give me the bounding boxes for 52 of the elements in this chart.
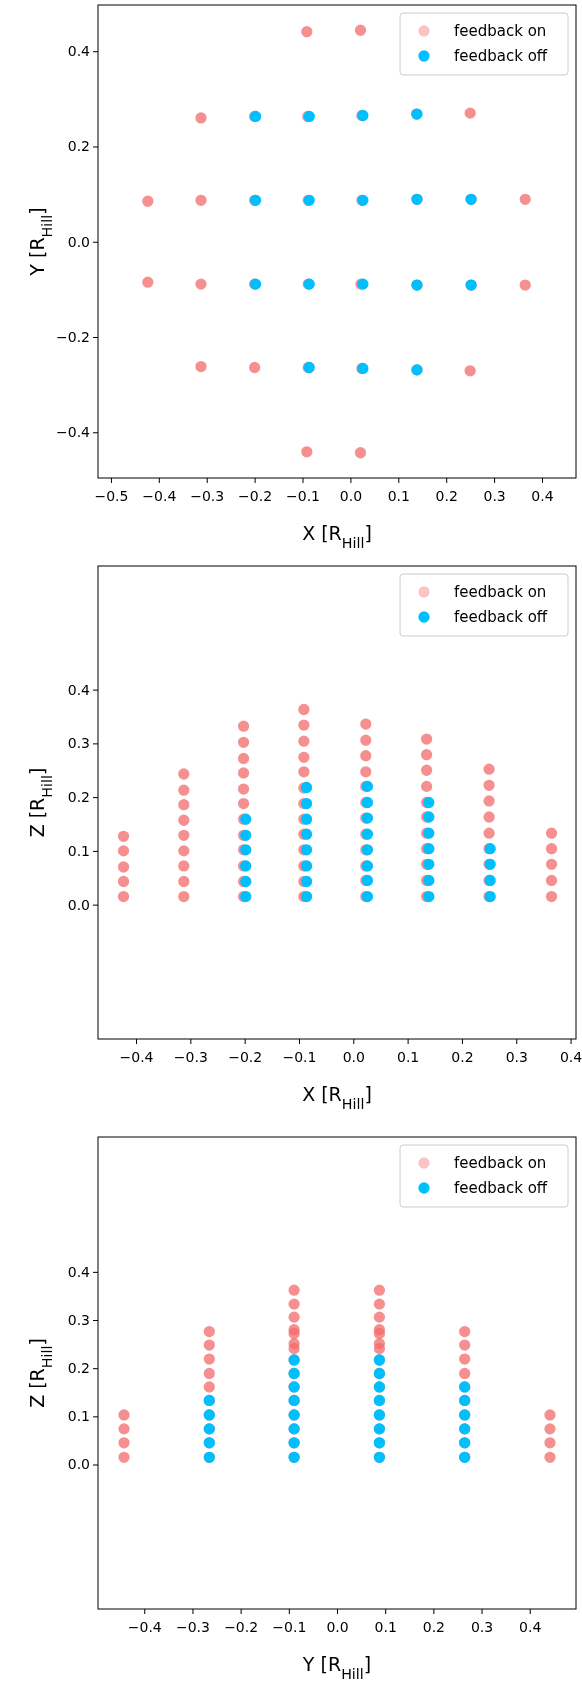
x-tick-label: −0.4 (127, 1619, 162, 1636)
legend-label: feedback off (454, 608, 548, 626)
y-tick-label: 0.3 (67, 1312, 90, 1328)
x-tick-label: 0.3 (505, 1049, 528, 1066)
x-axis-title: X [R$_{Hill}$] (302, 1083, 372, 1112)
x-tick-label: 0.4 (519, 1619, 542, 1636)
y-tick-label: 0.3 (67, 735, 90, 752)
y-tick-label: 0.4 (67, 1263, 91, 1280)
legend-label: feedback off (454, 47, 548, 65)
y-tick-label: 0.2 (67, 1360, 90, 1377)
y-tick-label: 0.0 (67, 896, 90, 913)
x-axis-title: X [R$_{Hill}$] (302, 522, 372, 551)
x-tick-label: 0.1 (387, 488, 410, 505)
x-tick-label: 0.0 (342, 1049, 365, 1066)
x-tick-label: −0.2 (238, 488, 273, 505)
x-tick-label: 0.0 (339, 488, 363, 505)
x-tick-label: 0.3 (470, 1619, 494, 1636)
x-tick-label: 0.4 (559, 1049, 582, 1066)
x-tick-label: 0.1 (396, 1049, 420, 1066)
legend-label: feedback on (454, 1154, 547, 1172)
y-tick-label: 0.2 (67, 138, 90, 155)
y-tick-label: −0.4 (56, 424, 91, 441)
x-tick-label: 0.3 (483, 488, 506, 505)
x-tick-label: −0.1 (272, 1619, 307, 1636)
y-tick-label: 0.0 (67, 233, 90, 250)
x-tick-label: −0.4 (119, 1049, 154, 1066)
x-tick-label: 0.4 (531, 488, 554, 505)
x-axis-title: Y [R$_{Hill}$] (301, 1653, 372, 1682)
x-tick-label: −0.5 (94, 488, 129, 505)
x-tick-label: −0.3 (173, 1049, 208, 1066)
y-tick-label: 0.4 (67, 681, 91, 698)
y-tick-label: 0.2 (67, 789, 90, 806)
x-tick-label: 0.1 (374, 1619, 397, 1636)
x-tick-label: −0.3 (175, 1619, 210, 1636)
y-tick-label: 0.0 (67, 1456, 90, 1473)
x-tick-label: 0.2 (435, 488, 458, 505)
x-tick-label: −0.2 (224, 1619, 259, 1636)
y-tick-label: 0.1 (67, 842, 90, 859)
x-tick-label: −0.1 (282, 1049, 317, 1066)
x-tick-label: −0.3 (190, 488, 225, 505)
x-tick-label: −0.4 (142, 488, 177, 505)
legend-label: feedback on (454, 583, 547, 601)
x-tick-label: 0.0 (326, 1619, 349, 1636)
y-tick-label: 0.1 (67, 1408, 90, 1425)
x-tick-label: 0.2 (451, 1049, 474, 1066)
x-tick-label: −0.2 (228, 1049, 263, 1066)
y-tick-label: 0.4 (67, 43, 91, 60)
y-tick-label: −0.2 (56, 328, 90, 345)
x-tick-label: 0.2 (422, 1619, 445, 1636)
x-tick-label: −0.1 (286, 488, 321, 505)
legend-label: feedback off (454, 1179, 548, 1197)
legend-label: feedback on (454, 22, 547, 40)
